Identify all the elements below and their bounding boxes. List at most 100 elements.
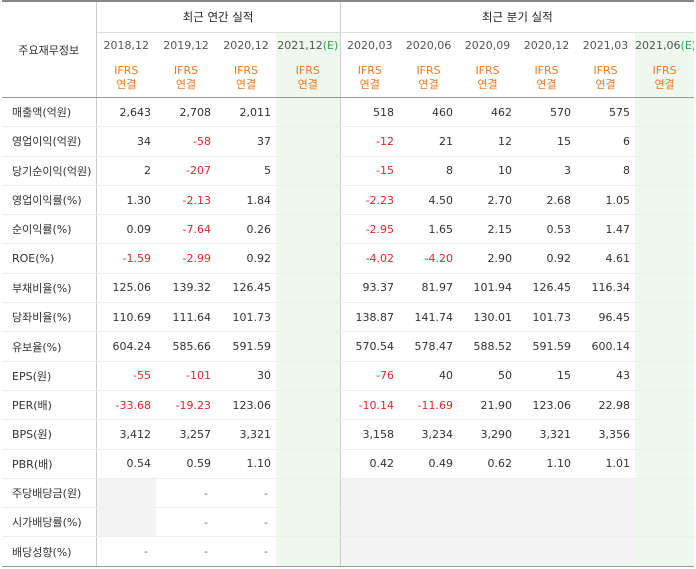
table-cell — [276, 126, 341, 157]
row-label: 주당배당금(원) — [2, 477, 97, 509]
table-row: PER(배) -33.68 -19.23 123.06 -10.14 -11.69 21.9… — [2, 390, 695, 421]
table-cell: 3,257 — [156, 419, 216, 450]
table-cell: 1.65 — [399, 214, 459, 245]
table-cell: 462 — [458, 97, 518, 128]
table-cell: - — [96, 536, 156, 567]
table-cell: 101.73 — [216, 302, 276, 333]
table-cell — [458, 507, 518, 538]
table-cell: -58 — [156, 126, 216, 157]
period-annual-1: 2019,12 — [163, 39, 209, 52]
table-cell — [276, 243, 341, 274]
table-cell: 15 — [517, 126, 577, 157]
row-label: 당좌비율(%) — [2, 302, 97, 333]
table-cell: 0.54 — [96, 449, 156, 479]
period-quarter-5: 2021,06(E) — [635, 32, 695, 58]
table-cell: 101.94 — [458, 272, 518, 304]
table-cell — [635, 507, 695, 538]
table-cell: 138.87 — [339, 302, 400, 333]
table-cell — [276, 97, 341, 128]
table-cell: -11.69 — [399, 390, 459, 421]
period-quarter-2: 2020,09 — [464, 39, 511, 52]
table-cell — [576, 536, 636, 567]
table-cell — [635, 156, 695, 186]
table-cell — [276, 477, 341, 509]
ifrs-label: IFRS 연결 — [399, 58, 459, 98]
table-cell: -10.14 — [339, 390, 400, 421]
table-cell: 125.06 — [96, 272, 156, 304]
table-cell — [517, 536, 577, 567]
table-cell: - — [216, 477, 276, 509]
table-cell: 123.06 — [517, 390, 577, 421]
table-cell: 21.90 — [458, 390, 518, 421]
table-cell: 0.09 — [96, 214, 156, 245]
table-cell: 0.53 — [517, 214, 577, 245]
table-cell: 139.32 — [156, 272, 216, 304]
table-cell: - — [216, 507, 276, 538]
table-row: 배당성향(%) - - - — [2, 536, 695, 567]
table-cell: 2,708 — [156, 97, 216, 128]
table-cell: 591.59 — [216, 331, 276, 362]
table-cell: 141.74 — [399, 302, 459, 333]
table-cell: 3 — [517, 156, 577, 186]
table-cell: 578.47 — [399, 331, 459, 362]
row-label: EPS(원) — [2, 360, 97, 391]
table-cell — [276, 331, 341, 362]
estimate-mark: (E) — [680, 39, 695, 52]
table-cell — [399, 507, 459, 538]
table-row: 유보율(%) 604.24 585.66 591.59 570.54 578.47 588.… — [2, 331, 695, 362]
table-cell: -4.20 — [399, 243, 459, 274]
table-cell: 0.92 — [517, 243, 577, 274]
table-cell: 3,356 — [576, 419, 636, 450]
row-label: 부채비율(%) — [2, 272, 97, 304]
table-cell — [635, 419, 695, 450]
table-row: 부채비율(%) 125.06 139.32 126.45 93.37 81.97 101.9… — [2, 272, 695, 304]
table-cell: 1.30 — [96, 184, 156, 216]
table-cell — [276, 419, 341, 450]
table-cell: 21 — [399, 126, 459, 157]
table-cell: -55 — [96, 360, 156, 391]
table-row: EPS(원) -55 -101 30 -76 40 50 15 43 — [2, 360, 695, 391]
table-cell — [576, 477, 636, 509]
table-row: 시가배당률(%) - - — [2, 507, 695, 538]
table-cell: 126.45 — [517, 272, 577, 304]
table-cell — [276, 449, 341, 479]
table-cell — [635, 360, 695, 391]
table-cell: 123.06 — [216, 390, 276, 421]
table-cell: 585.66 — [156, 331, 216, 362]
ifrs-label: IFRS 연결 — [576, 58, 636, 98]
table-row: 순이익률(%) 0.09 -7.64 0.26 -2.95 1.65 2.15 0.53 1.4… — [2, 214, 695, 245]
period-annual-0: 2018,12 — [103, 39, 150, 52]
table-cell: 0.49 — [399, 449, 459, 479]
table-cell: -33.68 — [96, 390, 156, 421]
table-cell: 116.34 — [576, 272, 636, 304]
table-cell: -4.02 — [339, 243, 400, 274]
table-row: 주당배당금(원) - - — [2, 477, 695, 509]
row-label: 유보율(%) — [2, 331, 97, 362]
table-cell — [399, 477, 459, 509]
ifrs-label: IFRS 연결 — [517, 58, 577, 98]
table-cell: 3,158 — [339, 419, 400, 450]
ifrs-label: IFRS 연결 — [276, 58, 341, 98]
table-cell: -2.13 — [156, 184, 216, 216]
table-cell — [276, 360, 341, 391]
table-row: BPS(원) 3,412 3,257 3,321 3,158 3,234 3,290 3,32… — [2, 419, 695, 450]
table-cell — [399, 536, 459, 567]
table-cell: 43 — [576, 360, 636, 391]
table-cell: -12 — [339, 126, 400, 157]
row-label: BPS(원) — [2, 419, 97, 450]
table-cell: - — [156, 507, 216, 538]
table-cell — [635, 536, 695, 567]
table-cell — [576, 507, 636, 538]
table-cell: 40 — [399, 360, 459, 391]
row-label: 순이익률(%) — [2, 214, 97, 245]
table-cell: 1.47 — [576, 214, 636, 245]
table-cell — [635, 97, 695, 128]
table-cell: 0.26 — [216, 214, 276, 245]
table-cell: 4.50 — [399, 184, 459, 216]
table-cell: -1.59 — [96, 243, 156, 274]
table-cell: 12 — [458, 126, 518, 157]
table-cell: -15 — [339, 156, 400, 186]
annual-section-title: 최근 연간 실적 — [96, 0, 341, 33]
table-cell: 0.42 — [339, 449, 400, 479]
estimate-mark: (E) — [322, 39, 339, 52]
